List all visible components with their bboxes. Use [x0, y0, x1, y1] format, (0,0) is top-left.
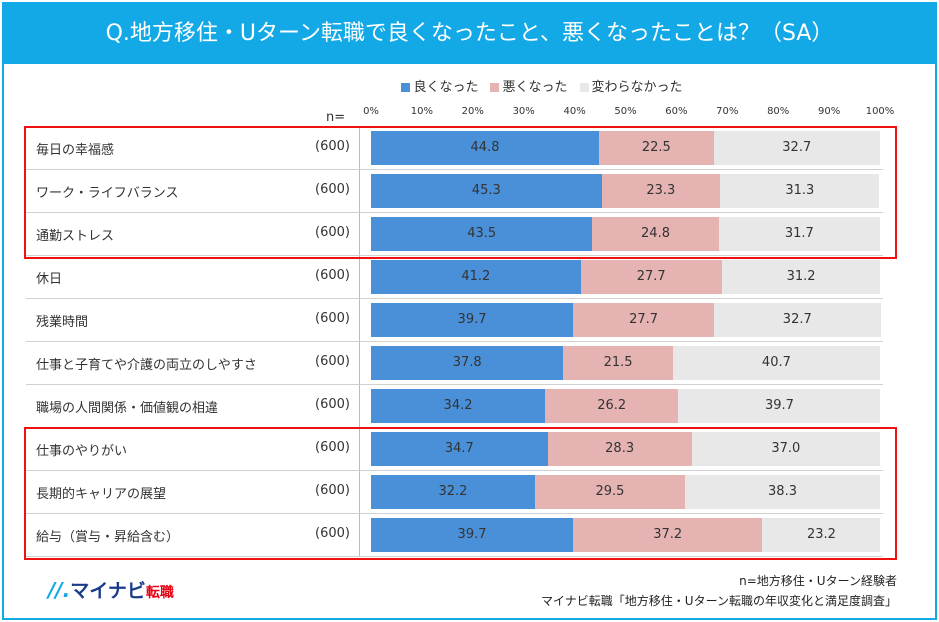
bar-segment: 27.7: [573, 303, 715, 337]
row-divider: [26, 384, 883, 385]
bar-segment: 28.3: [547, 432, 692, 466]
bar-segment: 45.3: [371, 174, 602, 208]
legend-label: 良くなった: [413, 80, 479, 95]
bar-segment: 23.3: [601, 174, 721, 208]
category-label: 毎日の幸福感: [36, 143, 115, 158]
x-tick-label: 90%: [817, 106, 841, 117]
bar-segment: 29.5: [534, 475, 686, 509]
category-label: 残業時間: [36, 315, 89, 330]
x-tick-label: 50%: [614, 106, 637, 117]
category-label: 仕事と子育てや介護の両立のしやすさ: [36, 358, 257, 373]
n-value: (600): [315, 526, 350, 541]
bar-segment: 41.2: [371, 260, 581, 294]
x-tick-label: 30%: [512, 106, 535, 117]
n-value: (600): [315, 354, 350, 369]
bar-segment: 39.7: [371, 303, 574, 337]
legend-swatch: [401, 83, 411, 92]
footnote-source: マイナビ転職「地方移住・Uターン転職の年収変化と満足度調査」: [541, 594, 897, 608]
legend-swatch: [490, 83, 500, 92]
x-tick-label: 20%: [461, 106, 484, 117]
legend: 良くなった 悪くなった 変わらなかった: [4, 76, 935, 95]
bar-segment: 40.7: [672, 346, 880, 380]
category-label: 仕事のやりがい: [36, 444, 128, 459]
n-value: (600): [315, 397, 350, 412]
n-value: (600): [315, 440, 350, 455]
bar-segment: 37.0: [691, 432, 880, 466]
category-label: ワーク・ライフバランス: [36, 186, 179, 201]
row-divider: [26, 212, 883, 213]
bar-segment: 23.2: [762, 518, 881, 552]
bar-segment: 32.7: [714, 303, 881, 337]
bar-segment: 32.7: [713, 131, 880, 165]
highlight-box: [24, 427, 897, 560]
bar-segment: 39.7: [371, 518, 574, 552]
bar-segment: 44.8: [371, 131, 600, 165]
bar-segment: 43.5: [371, 217, 593, 251]
bar-segment: 37.8: [371, 346, 564, 380]
bar-segment: 34.2: [371, 389, 546, 423]
row-divider: [26, 470, 883, 471]
x-tick-label: 60%: [665, 106, 688, 117]
logo: //.マイナビ転職: [48, 576, 174, 603]
bar-segment: 34.7: [371, 432, 548, 466]
bar-segment: 39.7: [678, 389, 881, 423]
x-tick-label: 80%: [767, 106, 790, 117]
n-value: (600): [315, 268, 350, 283]
bar-segment: 21.5: [563, 346, 673, 380]
n-value: (600): [315, 182, 350, 197]
legend-label: 悪くなった: [502, 80, 568, 95]
logo-text: マイナビ: [70, 580, 146, 602]
row-divider: [26, 513, 883, 514]
bar-segment: 22.5: [599, 131, 714, 165]
n-value: (600): [315, 225, 350, 240]
x-tick-label: 40%: [563, 106, 586, 117]
row-divider: [26, 341, 883, 342]
row-divider: [26, 169, 883, 170]
row-divider: [26, 255, 883, 256]
row-divider: [26, 298, 883, 299]
plot-area: 0% 10% 20% 30% 40% 50% 60% 70% 80% 90% 100% 毎日の幸福感 (…: [4, 4, 935, 618]
x-tick-label: 0%: [363, 106, 379, 117]
bar-segment: 31.3: [720, 174, 880, 208]
category-label: 休日: [36, 272, 63, 287]
legend-label: 変わらなかった: [591, 80, 683, 95]
x-tick-label: 70%: [716, 106, 739, 117]
n-value: (600): [315, 139, 350, 154]
legend-item: 良くなった: [401, 76, 478, 95]
category-label: 長期的キャリアの展望: [36, 487, 167, 502]
bar-segment: 31.7: [718, 217, 880, 251]
legend-item: 変わらなかった: [579, 76, 683, 95]
highlight-box: [24, 126, 897, 259]
bar-segment: 37.2: [573, 518, 763, 552]
logo-mark-icon: //.: [48, 578, 71, 602]
legend-swatch: [579, 83, 589, 92]
y-axis-line: [359, 127, 360, 557]
x-tick-label: 10%: [410, 106, 433, 117]
n-value: (600): [315, 311, 350, 326]
bar-segment: 38.3: [685, 475, 880, 509]
bar-segment: 26.2: [545, 389, 679, 423]
n-label: n=: [326, 110, 346, 125]
bar-segment: 27.7: [580, 260, 722, 294]
n-value: (600): [315, 483, 350, 498]
footnote-sample: n=地方移住・Uターン経験者: [739, 574, 897, 588]
category-label: 給与（賞与・昇給含む）: [36, 530, 180, 545]
category-label: 職場の人間関係・価値観の相違: [36, 401, 219, 416]
logo-text-red: 転職: [145, 585, 174, 601]
row-divider: [26, 556, 883, 557]
bar-segment: 24.8: [592, 217, 719, 251]
chart-title: Q.地方移住・Uターン転職で良くなったこと、悪くなったことは？（SA）: [4, 4, 935, 64]
x-tick-label: 100%: [865, 106, 895, 117]
bar-segment: 32.2: [371, 475, 535, 509]
bar-segment: 31.2: [721, 260, 881, 294]
category-label: 通勤ストレス: [36, 229, 115, 244]
legend-item: 悪くなった: [490, 76, 568, 95]
